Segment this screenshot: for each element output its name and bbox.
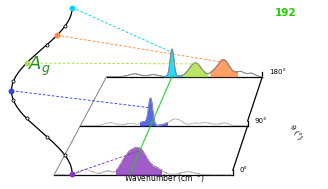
Text: 0°: 0°	[239, 167, 247, 173]
Text: Wavenumber (cm$^{-1}$): Wavenumber (cm$^{-1}$)	[124, 172, 204, 185]
Polygon shape	[141, 98, 167, 126]
Text: 192: 192	[275, 8, 296, 18]
Text: $A_g$: $A_g$	[28, 55, 51, 78]
Polygon shape	[185, 63, 208, 77]
Polygon shape	[117, 147, 161, 175]
Text: 90°: 90°	[254, 118, 267, 124]
Polygon shape	[164, 49, 183, 77]
Text: θ (°): θ (°)	[288, 124, 303, 141]
Polygon shape	[211, 60, 237, 77]
Text: 180°: 180°	[269, 69, 286, 75]
